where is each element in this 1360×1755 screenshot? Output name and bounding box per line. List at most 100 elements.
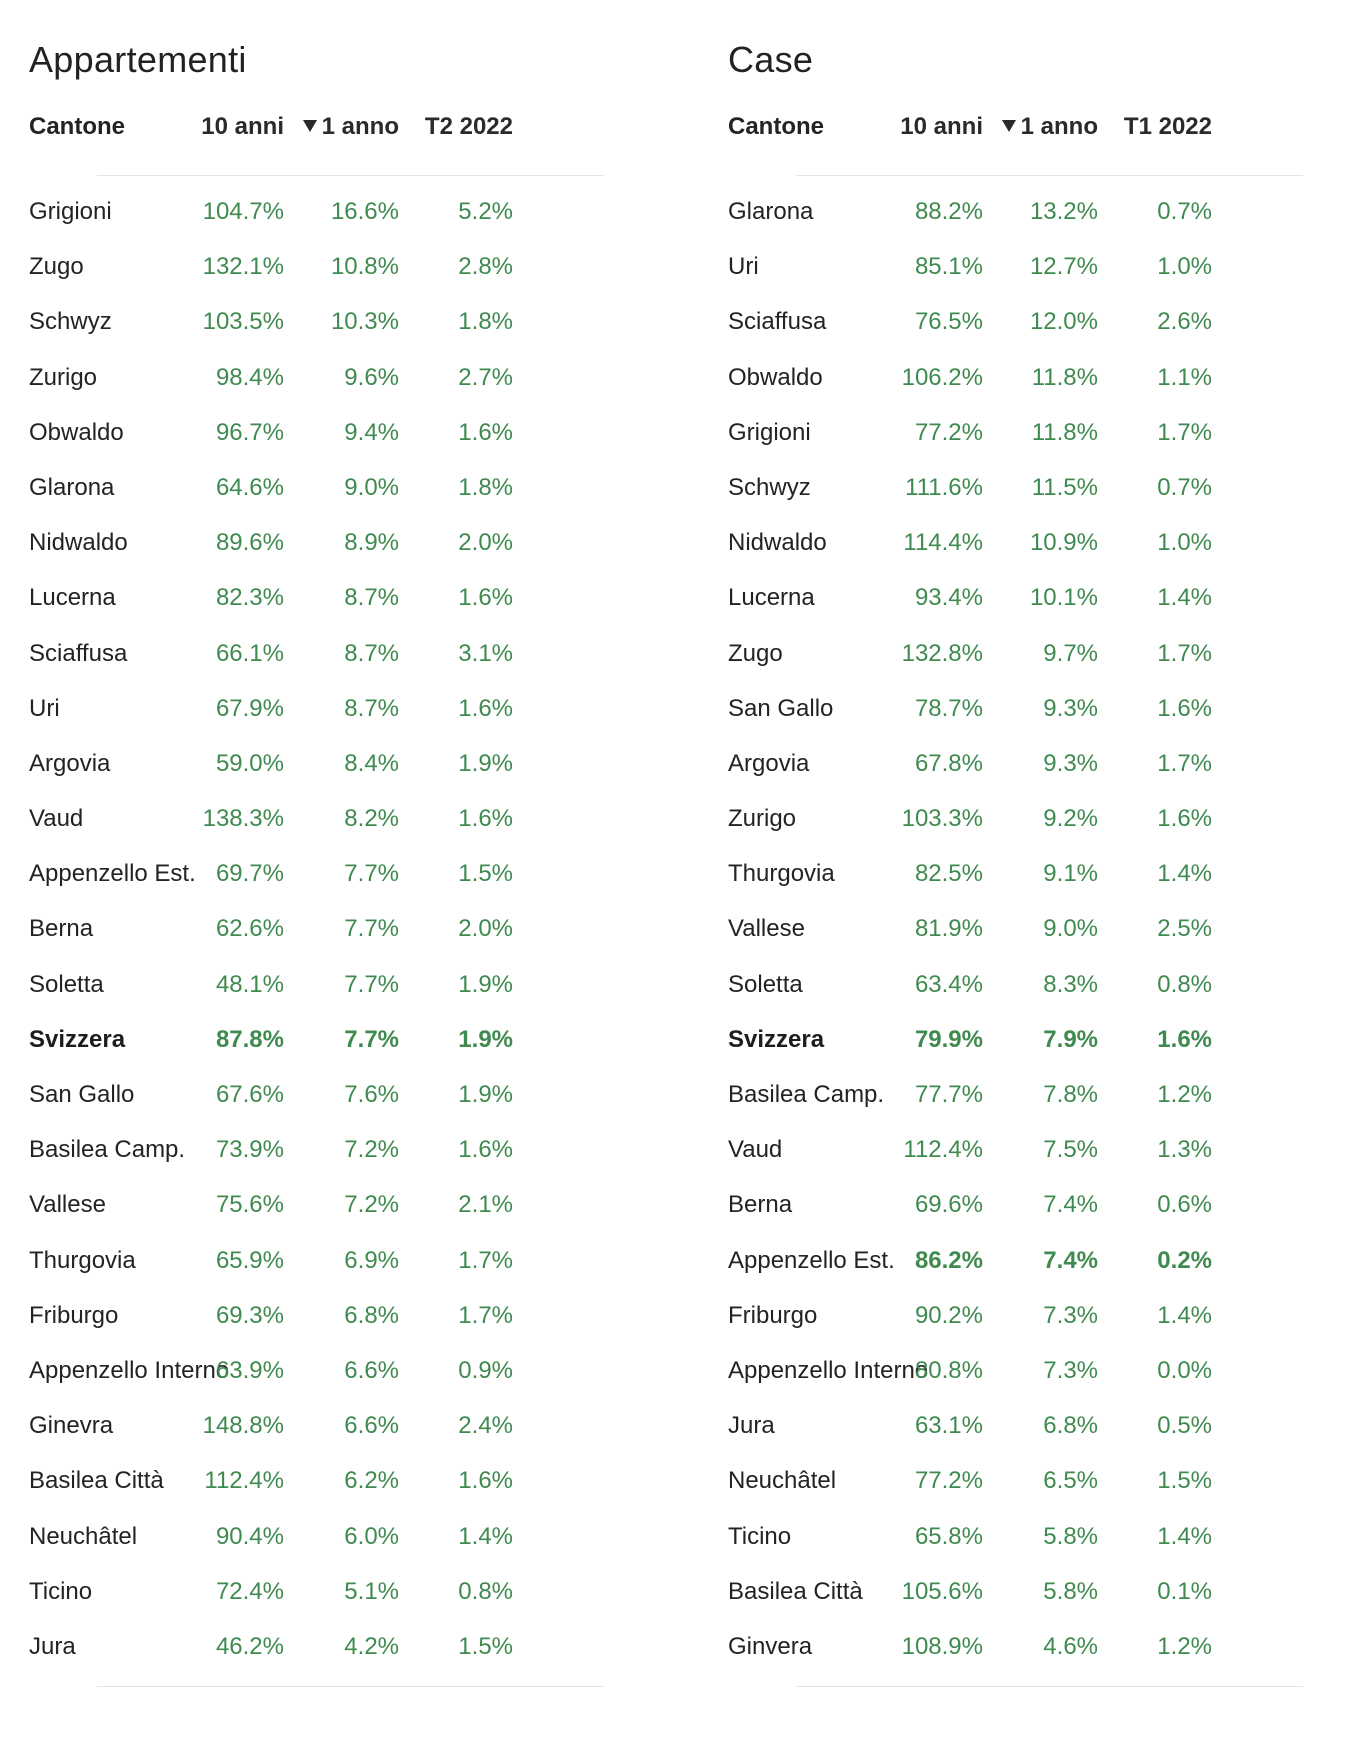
row-1-anno: 12.0% <box>1029 308 1098 336</box>
row-1-anno: 9.7% <box>1043 639 1098 667</box>
panel-title: Case <box>728 39 814 80</box>
row-cantone: Appenzello Interno <box>29 1356 230 1384</box>
row-cantone: Grigioni <box>728 418 811 446</box>
row-10-anni: 48.1% <box>215 970 284 998</box>
row-10-anni: 64.6% <box>215 473 284 501</box>
table-row: Basilea Camp. 77.7% 7.8% 1.2% <box>728 1068 1303 1123</box>
row-quarter: 1.6% <box>458 694 513 722</box>
row-10-anni: 78.7% <box>914 694 983 722</box>
table-row: Basilea Città 112.4% 6.2% 1.6% <box>29 1454 604 1509</box>
row-10-anni: 65.8% <box>914 1522 983 1550</box>
row-1-anno: 7.2% <box>344 1136 399 1164</box>
row-quarter: 1.7% <box>458 1301 513 1329</box>
row-10-anni: 69.3% <box>215 1301 284 1329</box>
row-1-anno: 7.5% <box>1043 1136 1098 1164</box>
row-quarter: 2.6% <box>1157 308 1212 336</box>
row-quarter: 0.6% <box>1157 1191 1212 1219</box>
row-quarter: 0.0% <box>1157 1356 1212 1384</box>
row-10-anni: 86.2% <box>914 1246 983 1274</box>
column-header-cantone[interactable]: Cantone <box>29 113 125 140</box>
row-1-anno: 11.8% <box>1031 363 1098 391</box>
row-cantone: Uri <box>29 694 60 722</box>
table-row: Jura 63.1% 6.8% 0.5% <box>728 1399 1303 1454</box>
table-row: Argovia 59.0% 8.4% 1.9% <box>29 737 604 792</box>
table-row: Basilea Città 105.6% 5.8% 0.1% <box>728 1565 1303 1620</box>
row-1-anno: 8.9% <box>344 529 399 557</box>
table-row: Vaud 138.3% 8.2% 1.6% <box>29 792 604 847</box>
row-cantone: Thurgovia <box>728 860 835 888</box>
table-row: Schwyz 111.6% 11.5% 0.7% <box>728 461 1303 516</box>
row-10-anni: 82.3% <box>215 584 284 612</box>
table-row: Svizzera 87.8% 7.7% 1.9% <box>29 1013 604 1068</box>
row-cantone: Friburgo <box>728 1301 818 1329</box>
row-cantone: Vallese <box>728 915 805 943</box>
row-cantone: Zugo <box>728 639 783 667</box>
row-quarter: 1.4% <box>458 1522 513 1550</box>
row-cantone: Neuchâtel <box>29 1522 138 1550</box>
table-row: Schwyz 103.5% 10.3% 1.8% <box>29 295 604 350</box>
row-10-anni: 87.8% <box>215 1025 284 1053</box>
row-10-anni: 66.1% <box>215 639 284 667</box>
row-10-anni: 75.6% <box>215 1191 284 1219</box>
row-10-anni: 63.1% <box>914 1412 983 1440</box>
row-cantone: Appenzello Est. <box>728 1246 895 1274</box>
row-quarter: 1.9% <box>458 749 513 777</box>
column-header-1-anno[interactable]: 1 anno <box>1001 110 1098 144</box>
row-1-anno: 9.1% <box>1043 860 1098 888</box>
column-header-10-anni[interactable]: 10 anni <box>900 113 983 140</box>
column-header-1-anno[interactable]: 1 anno <box>302 110 399 144</box>
row-quarter: 1.4% <box>1157 584 1212 612</box>
column-header-quarter[interactable]: T2 2022 <box>424 113 513 140</box>
table-row: Ginevra 148.8% 6.6% 2.4% <box>29 1399 604 1454</box>
table-row: Neuchâtel 77.2% 6.5% 1.5% <box>728 1454 1303 1509</box>
row-cantone: Basilea Camp. <box>29 1136 186 1164</box>
table-row: Lucerna 82.3% 8.7% 1.6% <box>29 571 604 626</box>
row-10-anni: 72.4% <box>215 1577 284 1605</box>
row-quarter: 1.5% <box>458 860 513 888</box>
table-row: Sciaffusa 76.5% 12.0% 2.6% <box>728 295 1303 350</box>
row-quarter: 2.1% <box>458 1191 513 1219</box>
table-row: Zugo 132.8% 9.7% 1.7% <box>728 627 1303 682</box>
row-cantone: Argovia <box>29 749 111 777</box>
row-1-anno: 7.4% <box>1043 1191 1098 1219</box>
row-10-anni: 85.1% <box>914 253 983 281</box>
row-cantone: Svizzera <box>728 1025 825 1053</box>
row-quarter: 1.4% <box>1157 860 1212 888</box>
row-1-anno: 9.0% <box>344 473 399 501</box>
row-quarter: 1.6% <box>458 805 513 833</box>
row-quarter: 1.2% <box>1157 1081 1212 1108</box>
row-quarter: 2.0% <box>458 915 513 943</box>
table-row: Nidwaldo 114.4% 10.9% 1.0% <box>728 516 1303 571</box>
table-row: Berna 62.6% 7.7% 2.0% <box>29 902 604 957</box>
table-row: Svizzera 79.9% 7.9% 1.6% <box>728 1013 1303 1068</box>
column-header-10-anni[interactable]: 10 anni <box>201 113 284 140</box>
row-10-anni: 77.2% <box>914 418 983 446</box>
row-10-anni: 63.9% <box>215 1356 284 1384</box>
table-header: Cantone 10 anni 1 anno T2 2022 <box>29 110 604 144</box>
table-row: Vaud 112.4% 7.5% 1.3% <box>728 1123 1303 1178</box>
row-10-anni: 77.2% <box>914 1467 983 1495</box>
table-row: Vallese 75.6% 7.2% 2.1% <box>29 1178 604 1233</box>
table-row: Glarona 88.2% 13.2% 0.7% <box>728 185 1303 240</box>
table-body: Glarona 88.2% 13.2% 0.7% Uri 85.1% 12.7% 1.0% Sc… <box>728 185 1303 1675</box>
row-cantone: Ticino <box>728 1522 792 1550</box>
row-quarter: 2.0% <box>458 529 513 557</box>
row-10-anni: 62.6% <box>215 915 284 943</box>
row-1-anno: 4.6% <box>1043 1632 1098 1660</box>
row-10-anni: 79.9% <box>914 1025 983 1053</box>
table-row: Sciaffusa 66.1% 8.7% 3.1% <box>29 627 604 682</box>
column-header-quarter[interactable]: T1 2022 <box>1123 113 1212 140</box>
row-cantone: Basilea Camp. <box>728 1081 885 1108</box>
table-header: Cantone 10 anni 1 anno T1 2022 <box>728 110 1303 144</box>
row-cantone: Glarona <box>29 473 115 501</box>
row-cantone: Lucerna <box>29 584 116 612</box>
row-cantone: Berna <box>728 1191 793 1219</box>
row-cantone: Lucerna <box>728 584 815 612</box>
row-quarter: 1.0% <box>1157 253 1212 281</box>
row-quarter: 1.7% <box>1157 749 1212 777</box>
row-10-anni: 67.8% <box>914 749 983 777</box>
table-row: Zurigo 103.3% 9.2% 1.6% <box>728 792 1303 847</box>
column-header-cantone[interactable]: Cantone <box>728 113 824 140</box>
row-cantone: Uri <box>728 253 759 281</box>
row-cantone: Basilea Città <box>29 1467 164 1495</box>
